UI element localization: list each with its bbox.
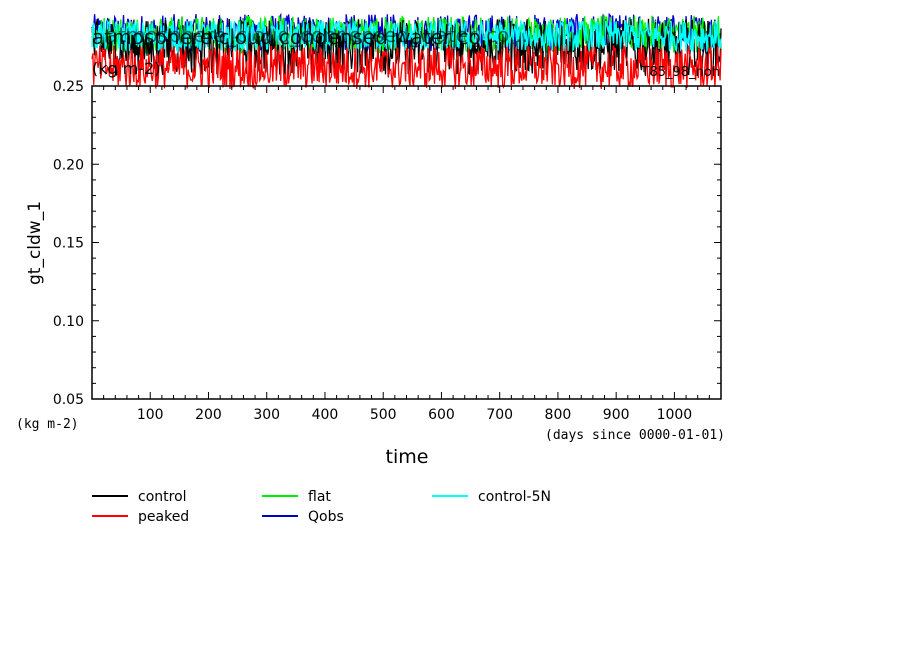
y-units-label: (kg m-2) [16,417,79,432]
x-tick-label: 900 [603,407,630,423]
x-tick-label: 100 [137,407,164,423]
y-tick-label: 0.10 [53,314,84,330]
x-tick-label: 600 [428,407,455,423]
y-tick-label: 0.15 [53,236,84,252]
x-tick-label: 300 [253,407,280,423]
chart-title-units: (kg m-2) [92,59,161,78]
series-layer [91,12,722,90]
legend-label: control-5N [478,489,551,505]
x-axis-label: time [386,446,429,468]
legend-label: flat [308,489,331,505]
x-tick-label: 700 [486,407,513,423]
y-tick-label: 0.25 [53,79,84,95]
legend-label: control [138,489,187,505]
y-tick-label: 0.20 [53,157,84,173]
legend-item-control-5n: control-5N [432,489,551,505]
series-line-control-5n [91,19,722,54]
x-units-label: (days since 0000-01-01) [545,428,725,443]
y-tick-label: 0.05 [53,392,84,408]
chart-title: atmosphere cloud condensed water co... [92,25,500,49]
legend-item-peaked: peaked [92,509,189,525]
legend-item-qobs: Qobs [262,509,344,525]
legend-label: Qobs [308,509,344,525]
x-tick-label: 400 [312,407,339,423]
plot-frame [91,85,722,400]
legend-item-control: control [92,489,187,505]
x-tick-label: 500 [370,407,397,423]
ticks-layer: 100 200 300 400 500 600 700 800 900 1000 0.05 0.10 0… [53,79,721,423]
chart-title-overprint: atmosphere_cloud_condensed_water_co... [106,23,528,47]
legend: control flat control-5N peaked Qobs [92,489,551,525]
legend-label: peaked [138,509,189,525]
x-tick-label: 1000 [657,407,693,423]
corner-label: T85_98_noh [641,65,720,80]
x-tick-label: 200 [195,407,222,423]
legend-item-flat: flat [262,489,331,505]
series-line-peaked [91,45,722,90]
x-tick-label: 800 [545,407,572,423]
y-axis-label: gt_cldw_1 [25,201,45,285]
